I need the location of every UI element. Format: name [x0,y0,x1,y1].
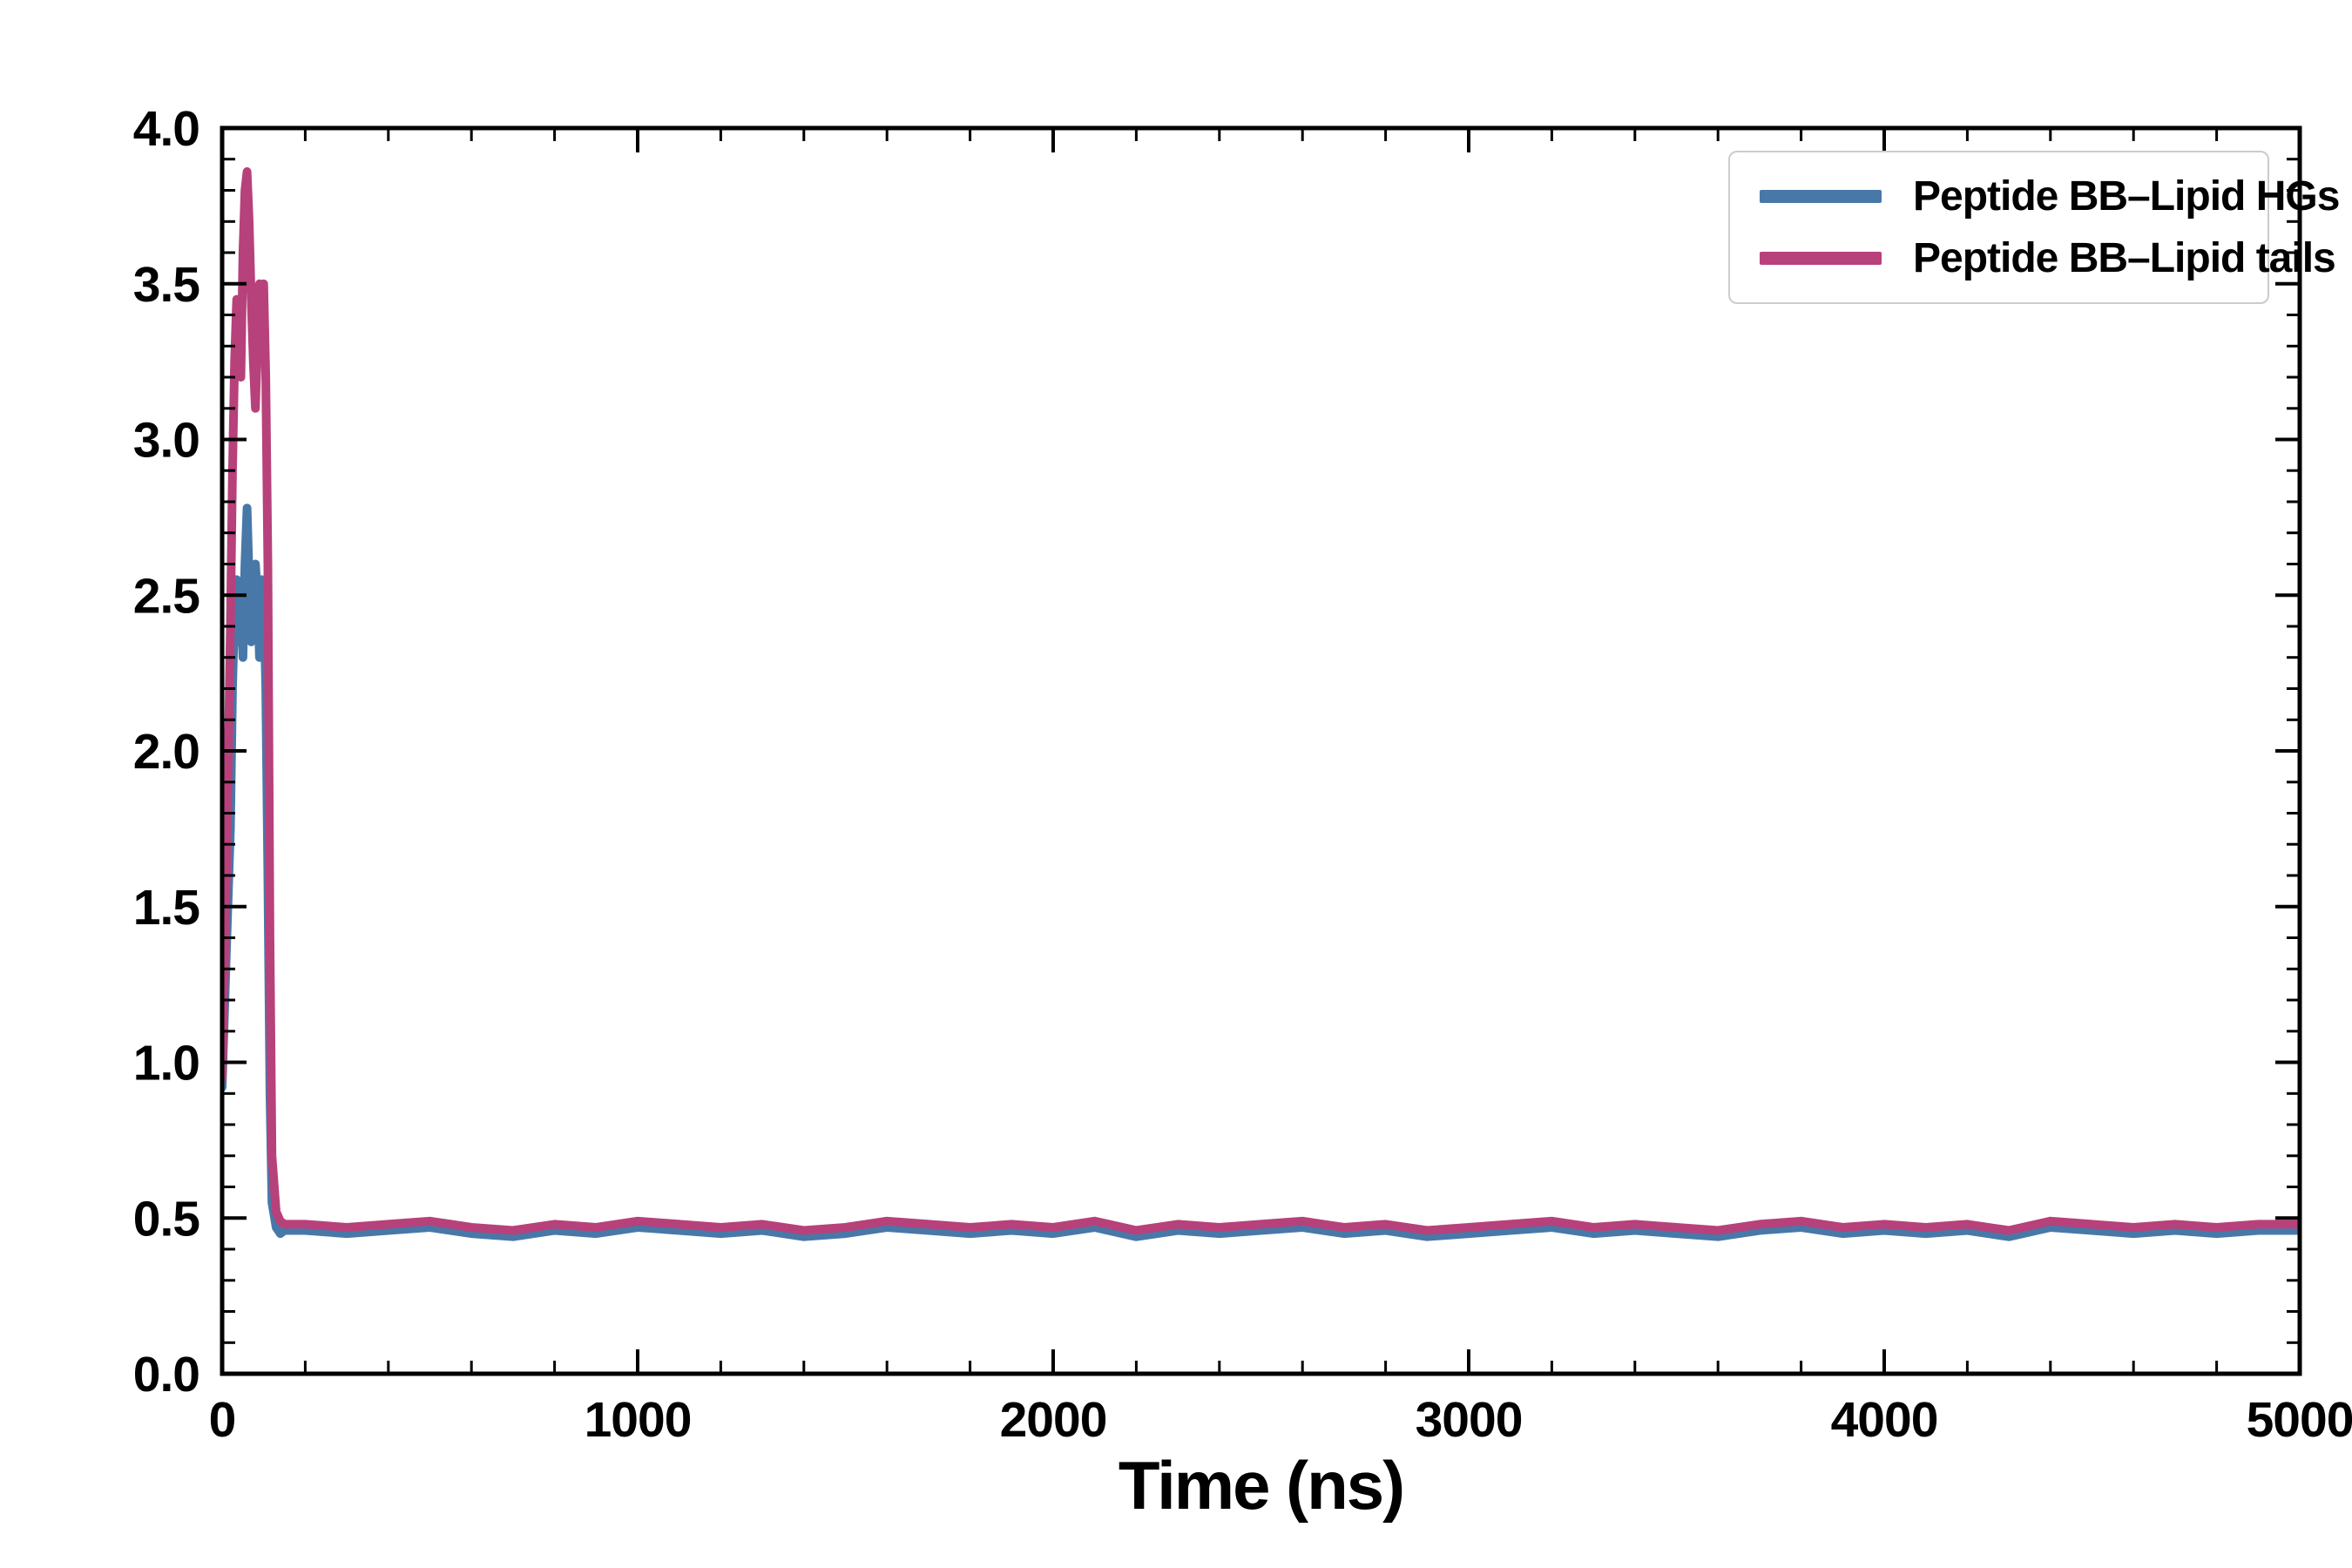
svg-text:1.0: 1.0 [133,1036,199,1092]
svg-text:2.0: 2.0 [133,724,199,780]
svg-text:5000: 5000 [2247,1392,2352,1448]
axis-ticks [220,126,2301,1375]
legend-label-tails: Peptide BB–Lipid tails [1913,234,2336,281]
svg-text:0.0: 0.0 [133,1347,199,1402]
svg-text:0: 0 [209,1392,236,1448]
legend-label-hgs: Peptide BB–Lipid HGs [1913,173,2340,220]
svg-text:4000: 4000 [1831,1392,1938,1448]
svg-text:2.5: 2.5 [133,568,200,624]
svg-text:3.0: 3.0 [133,413,199,469]
svg-text:0.5: 0.5 [133,1191,200,1247]
svg-text:3000: 3000 [1416,1392,1523,1448]
svg-text:1.5: 1.5 [133,880,200,936]
series-line-0 [222,504,2300,1241]
svg-text:2000: 2000 [1000,1392,1107,1448]
legend-entry-hgs: Peptide BB–Lipid HGs [1760,172,2340,220]
legend-swatch-hgs [1760,190,1882,204]
svg-text:4.0: 4.0 [133,101,199,157]
legend-entry-tails: Peptide BB–Lipid tails [1760,234,2336,282]
axis-tick-labels: 0 1000 2000 3000 4000 5000 0.0 0.5 1.0 1.5 2.0 2.5 3… [133,101,2352,1448]
legend: Peptide BB–Lipid HGs Peptide BB–Lipid ta… [1728,151,2340,304]
svg-text:1000: 1000 [585,1392,692,1448]
svg-text:3.5: 3.5 [133,257,200,313]
series-line-1 [222,167,2300,1235]
legend-swatch-tails [1760,251,1882,265]
x-axis-label: Time (ns) [1118,1447,1405,1524]
